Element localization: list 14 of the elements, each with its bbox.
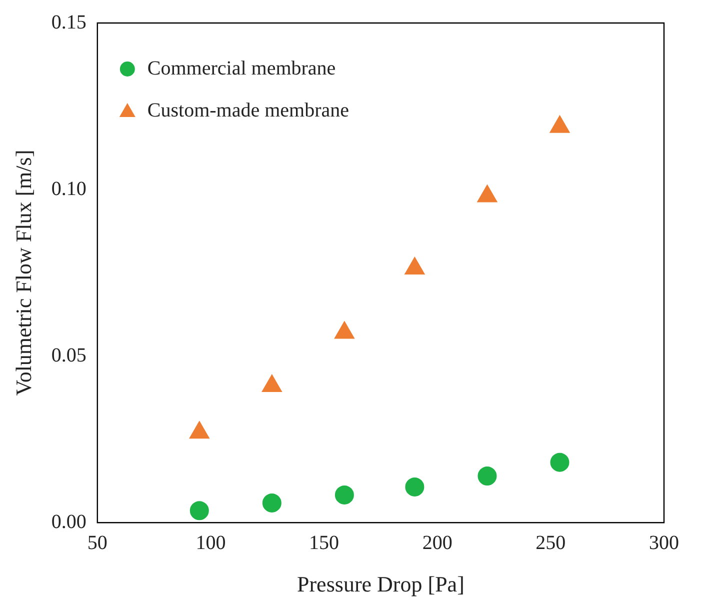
x-tick-label: 200 <box>422 532 452 554</box>
x-tick-label: 150 <box>309 532 340 554</box>
y-tick-label: 0.10 <box>51 178 86 200</box>
x-tick-label: 50 <box>87 532 108 554</box>
x-tick-label: 300 <box>649 532 679 554</box>
x-tick-label: 250 <box>536 532 566 554</box>
y-tick-label: 0.05 <box>51 344 86 366</box>
y-tick-label: 0.15 <box>51 11 86 34</box>
x-tick-label: 100 <box>196 532 226 554</box>
legend-label: Custom-made membrane <box>147 99 350 122</box>
y-tick-label: 0.00 <box>51 510 86 533</box>
legend-label: Commercial membrane <box>147 57 336 80</box>
y-axis-title: Volumetric Flow Flux [m/s] <box>10 150 36 396</box>
x-axis-title: Pressure Drop [Pa] <box>296 572 464 597</box>
